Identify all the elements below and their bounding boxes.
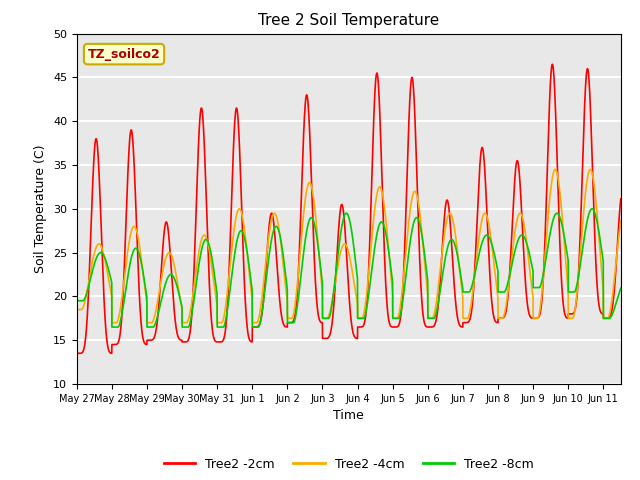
Tree2 -8cm	[566, 289, 573, 295]
Tree2 -4cm	[566, 315, 573, 321]
Title: Tree 2 Soil Temperature: Tree 2 Soil Temperature	[258, 13, 440, 28]
Text: TZ_soilco2: TZ_soilco2	[88, 48, 161, 60]
Tree2 -8cm	[243, 248, 251, 253]
Tree2 -4cm	[243, 247, 251, 253]
Tree2 -4cm	[73, 307, 81, 312]
Tree2 -2cm	[432, 317, 440, 323]
Tree2 -2cm	[566, 311, 573, 317]
Tree2 -4cm	[586, 167, 594, 172]
Line: Tree2 -4cm: Tree2 -4cm	[77, 169, 621, 323]
Y-axis label: Soil Temperature (C): Soil Temperature (C)	[35, 144, 47, 273]
Tree2 -8cm	[588, 206, 596, 212]
Tree2 -8cm	[617, 285, 625, 291]
Tree2 -8cm	[194, 270, 202, 276]
Tree2 -8cm	[602, 315, 609, 321]
Tree2 -2cm	[194, 166, 202, 171]
Tree2 -2cm	[243, 320, 251, 325]
Tree2 -8cm	[73, 298, 81, 304]
Tree2 -4cm	[617, 218, 625, 224]
Tree2 -8cm	[425, 315, 433, 321]
Tree2 -2cm	[602, 315, 609, 321]
Tree2 -8cm	[108, 324, 116, 330]
X-axis label: Time: Time	[333, 409, 364, 422]
Tree2 -2cm	[617, 196, 625, 202]
Line: Tree2 -8cm: Tree2 -8cm	[77, 209, 621, 327]
Legend: Tree2 -2cm, Tree2 -4cm, Tree2 -8cm: Tree2 -2cm, Tree2 -4cm, Tree2 -8cm	[159, 453, 539, 476]
Tree2 -4cm	[194, 256, 202, 262]
Tree2 -2cm	[73, 350, 81, 356]
Tree2 -4cm	[108, 320, 116, 325]
Tree2 -4cm	[433, 300, 440, 305]
Tree2 -8cm	[433, 310, 440, 315]
Tree2 -2cm	[548, 61, 556, 67]
Tree2 -2cm	[425, 324, 433, 330]
Tree2 -4cm	[602, 315, 609, 321]
Line: Tree2 -2cm: Tree2 -2cm	[77, 64, 621, 353]
Tree2 -4cm	[425, 315, 433, 321]
